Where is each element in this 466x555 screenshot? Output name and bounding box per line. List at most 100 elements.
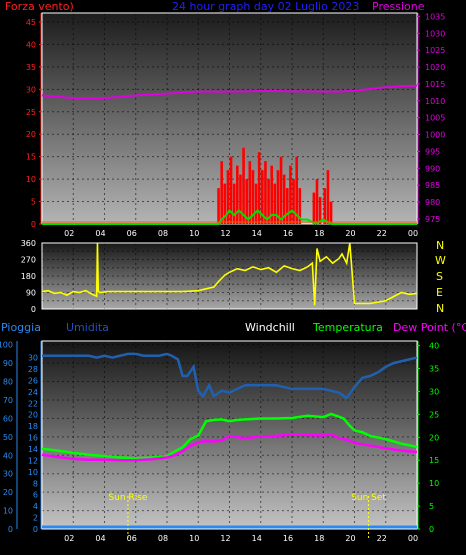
wind-speed-bar <box>261 170 264 224</box>
pressure-axis-title: Pressione <box>372 0 425 13</box>
humidity-line <box>42 352 418 400</box>
dir-label-n-top: N <box>436 239 444 252</box>
y-left-tick-label: 15 <box>26 153 36 162</box>
wind-speed-bar <box>251 170 255 224</box>
temperature-tick-label: 30 <box>429 387 439 396</box>
wind-speed-bar <box>229 156 233 224</box>
rain-tick-label: 4 <box>33 502 38 511</box>
y-left-tick-label: 0 <box>31 220 36 229</box>
wind-speed-bar <box>267 179 270 224</box>
y-right-tick-label: 1030 <box>425 29 445 38</box>
y-right-tick-label: 1020 <box>425 63 445 72</box>
x-tick-label: 04 <box>95 534 105 543</box>
wind-speed-bar <box>242 147 245 224</box>
wind-speed-bar <box>329 201 333 224</box>
wind-speed-bar <box>273 183 277 224</box>
x-tick-label: 12 <box>220 229 230 238</box>
y-tick-label: 270 <box>21 256 36 265</box>
y-right-tick-label: 1035 <box>425 12 445 21</box>
y-right-tick-label: 1015 <box>425 80 445 89</box>
y-tick-label: 180 <box>21 272 36 281</box>
humidity-tick-label: 70 <box>3 396 13 405</box>
rain-tick-label: 0 <box>33 525 38 534</box>
y-left-tick-label: 25 <box>26 108 36 117</box>
y-left-tick-label: 35 <box>26 63 36 72</box>
humidity-axis-title: Umidita <box>66 321 109 334</box>
x-tick-label: 02 <box>64 534 74 543</box>
wind-speed-bar <box>318 197 322 224</box>
temperature-tick-label: 5 <box>429 502 434 511</box>
rain-tick-label: 22 <box>28 399 38 408</box>
x-tick-label: 20 <box>345 534 355 543</box>
humidity-tick-label: 60 <box>3 414 13 423</box>
x-tick-label: 00 <box>408 534 418 543</box>
wind-direction-line <box>41 242 418 306</box>
rain-tick-label: 18 <box>28 422 38 431</box>
dir-label-s: S <box>436 270 443 283</box>
dewpoint-legend: Dew Point (°C) <box>393 321 466 334</box>
x-tick-label: 14 <box>252 229 262 238</box>
x-tick-label: 06 <box>127 229 137 238</box>
wind-speed-bar <box>220 161 223 224</box>
y-right-tick-label: 1025 <box>425 46 445 55</box>
rain-axis-title: Pioggia <box>1 321 41 334</box>
wind-speed-bar <box>223 183 227 224</box>
x-tick-label: 14 <box>252 534 262 543</box>
y-right-tick-label: 985 <box>425 181 440 190</box>
humidity-tick-label: 90 <box>3 359 13 368</box>
y-left-tick-label: 45 <box>26 18 36 27</box>
x-tick-label: 20 <box>345 229 355 238</box>
x-tick-label: 04 <box>95 229 105 238</box>
rain-tick-label: 30 <box>28 354 38 363</box>
plot-frame <box>41 340 418 530</box>
wind-speed-bar <box>289 165 292 224</box>
wind-speed-bar <box>248 161 252 224</box>
humidity-tick-label: 100 <box>0 341 13 350</box>
rain-tick-label: 14 <box>28 445 38 454</box>
x-tick-label: 18 <box>314 534 324 543</box>
rain-tick-label: 16 <box>28 434 38 443</box>
y-left-tick-label: 30 <box>26 85 36 94</box>
humidity-tick-label: 80 <box>3 378 13 387</box>
wind-speed-bar <box>270 165 273 224</box>
rain-tick-label: 8 <box>33 479 38 488</box>
dir-label-w: W <box>435 254 446 267</box>
x-tick-label: 16 <box>283 534 293 543</box>
rain-tick-label: 20 <box>28 411 38 420</box>
rain-tick-label: 10 <box>28 468 38 477</box>
x-tick-label: 22 <box>377 534 387 543</box>
rain-tick-label: 6 <box>33 491 38 500</box>
dewpoint-line <box>41 432 418 462</box>
wind-speed-bar <box>323 188 327 224</box>
temperature-tick-label: 40 <box>429 342 439 351</box>
wind-speed-bar <box>245 179 248 224</box>
y-left-tick-label: 40 <box>26 40 36 49</box>
wind-speed-bar <box>239 174 242 224</box>
wind-speed-bar <box>254 183 258 224</box>
rain-tick-label: 26 <box>28 376 38 385</box>
temperature-tick-label: 25 <box>429 410 439 419</box>
plot-frame <box>41 242 418 310</box>
wind-speed-bar <box>232 183 236 224</box>
humidity-tick-label: 50 <box>3 433 13 442</box>
y-left-tick-label: 20 <box>26 130 36 139</box>
wind-speed-bar <box>236 165 239 224</box>
rain-tick-label: 24 <box>28 388 38 397</box>
temperature-tick-label: 35 <box>429 365 439 374</box>
wind-speed-bar <box>282 174 286 224</box>
x-tick-label: 12 <box>220 534 230 543</box>
y-right-tick-label: 995 <box>425 147 440 156</box>
rain-tick-label: 28 <box>28 365 38 374</box>
sunrise-label: Sun Rise <box>108 493 147 503</box>
x-tick-label: 02 <box>64 229 74 238</box>
rain-tick-label: 12 <box>28 456 38 465</box>
wind-speed-bar <box>276 170 280 224</box>
x-tick-label: 08 <box>158 534 168 543</box>
humidity-tick-label: 20 <box>3 488 13 497</box>
wind-speed-bar <box>286 188 289 224</box>
rain-tick-label: 2 <box>33 514 38 523</box>
sunset-label: Sun Set <box>351 493 386 503</box>
dir-label-n-bottom: N <box>436 302 444 315</box>
y-left-tick-label: 10 <box>26 175 36 184</box>
